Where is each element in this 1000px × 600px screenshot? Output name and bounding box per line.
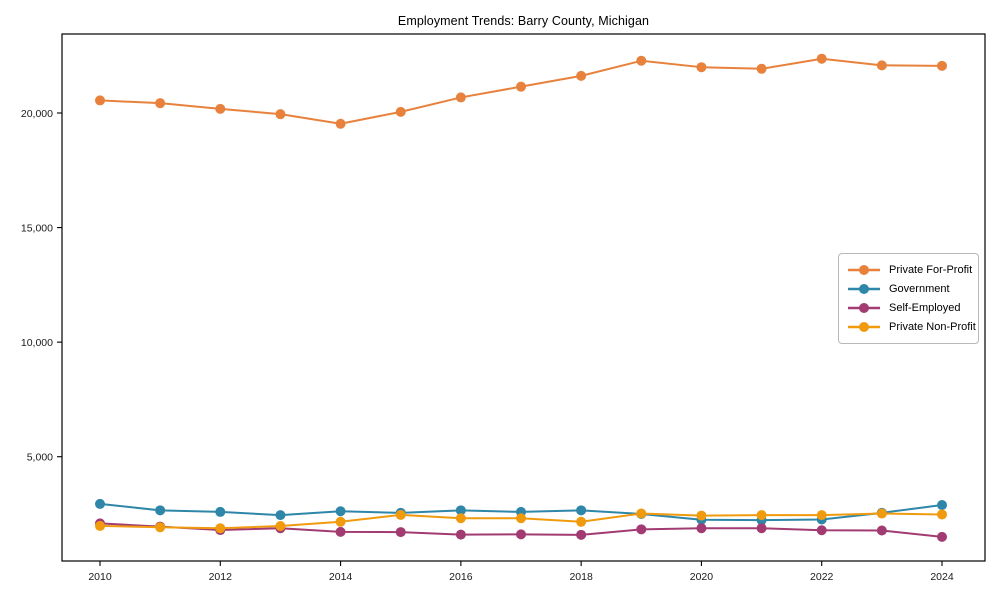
y-tick-label: 20,000 bbox=[21, 108, 53, 120]
legend-item-private-for-profit: Private For-Profit bbox=[847, 260, 973, 279]
x-tick-label: 2018 bbox=[569, 571, 593, 583]
data-point bbox=[395, 527, 406, 538]
legend-label: Self-Employed bbox=[889, 302, 961, 315]
data-point bbox=[95, 498, 105, 509]
legend: Private For-Profit Government Self-Employe… bbox=[838, 253, 979, 344]
y-tick-label: 5,000 bbox=[27, 452, 53, 464]
data-point bbox=[455, 513, 466, 524]
data-point bbox=[756, 63, 767, 74]
legend-item-self-employed: Self-Employed bbox=[847, 299, 970, 318]
data-point bbox=[696, 523, 707, 534]
data-point bbox=[95, 95, 105, 106]
data-point bbox=[215, 506, 226, 517]
data-point bbox=[816, 53, 827, 64]
data-point bbox=[155, 522, 166, 533]
data-point bbox=[756, 510, 767, 521]
data-point bbox=[636, 524, 647, 535]
legend-line-marker-icon bbox=[848, 322, 880, 333]
data-point bbox=[215, 103, 226, 114]
x-tick-label: 2012 bbox=[209, 571, 233, 583]
data-point bbox=[937, 531, 947, 542]
legend-item-government: Government bbox=[847, 279, 970, 298]
y-tick-label: 10,000 bbox=[21, 337, 53, 349]
data-point bbox=[696, 510, 707, 521]
data-point bbox=[455, 92, 466, 103]
data-point bbox=[455, 529, 466, 540]
data-point bbox=[335, 526, 346, 537]
legend-line-marker-icon bbox=[848, 303, 880, 314]
x-tick-label: 2024 bbox=[930, 571, 954, 583]
x-tick-label: 2020 bbox=[690, 571, 714, 583]
data-point bbox=[696, 62, 707, 73]
data-point bbox=[816, 525, 827, 536]
data-point bbox=[937, 509, 947, 520]
data-point bbox=[937, 60, 947, 71]
data-point bbox=[516, 81, 526, 92]
data-point bbox=[756, 523, 767, 534]
data-point bbox=[155, 505, 166, 516]
data-point bbox=[335, 118, 346, 129]
data-point bbox=[215, 523, 226, 534]
data-point bbox=[516, 529, 526, 540]
y-tick-label: 15,000 bbox=[21, 222, 53, 234]
data-point bbox=[576, 505, 587, 516]
data-point bbox=[816, 510, 827, 521]
x-tick-label: 2016 bbox=[449, 571, 473, 583]
x-tick-label: 2022 bbox=[810, 571, 834, 583]
data-point bbox=[937, 500, 947, 511]
data-point bbox=[95, 520, 105, 531]
legend-line-marker-icon bbox=[848, 264, 880, 275]
data-point bbox=[636, 55, 647, 66]
data-point bbox=[576, 529, 587, 540]
data-point bbox=[395, 106, 406, 117]
data-point bbox=[876, 508, 887, 519]
legend-label: Private Non-Profit bbox=[889, 321, 976, 334]
data-point bbox=[876, 60, 887, 71]
data-point bbox=[275, 109, 286, 120]
data-point bbox=[155, 98, 166, 109]
data-point bbox=[576, 516, 587, 527]
data-point bbox=[395, 509, 406, 520]
x-tick-label: 2010 bbox=[88, 571, 112, 583]
data-point bbox=[636, 508, 647, 519]
legend-label: Private For-Profit bbox=[889, 263, 973, 276]
data-point bbox=[516, 513, 526, 524]
data-point bbox=[335, 506, 346, 517]
x-tick-label: 2014 bbox=[329, 571, 353, 583]
data-point bbox=[335, 516, 346, 527]
chart-title: Employment Trends: Barry County, Michiga… bbox=[397, 14, 650, 28]
legend-line-marker-icon bbox=[848, 283, 880, 294]
data-point bbox=[455, 505, 466, 516]
data-point bbox=[275, 521, 286, 532]
legend-item-private-non-profit: Private Non-Profit bbox=[847, 318, 976, 337]
data-point bbox=[876, 525, 887, 536]
plot-border bbox=[61, 33, 986, 562]
data-point bbox=[275, 510, 286, 521]
data-point bbox=[576, 70, 587, 81]
legend-label: Government bbox=[889, 282, 950, 295]
